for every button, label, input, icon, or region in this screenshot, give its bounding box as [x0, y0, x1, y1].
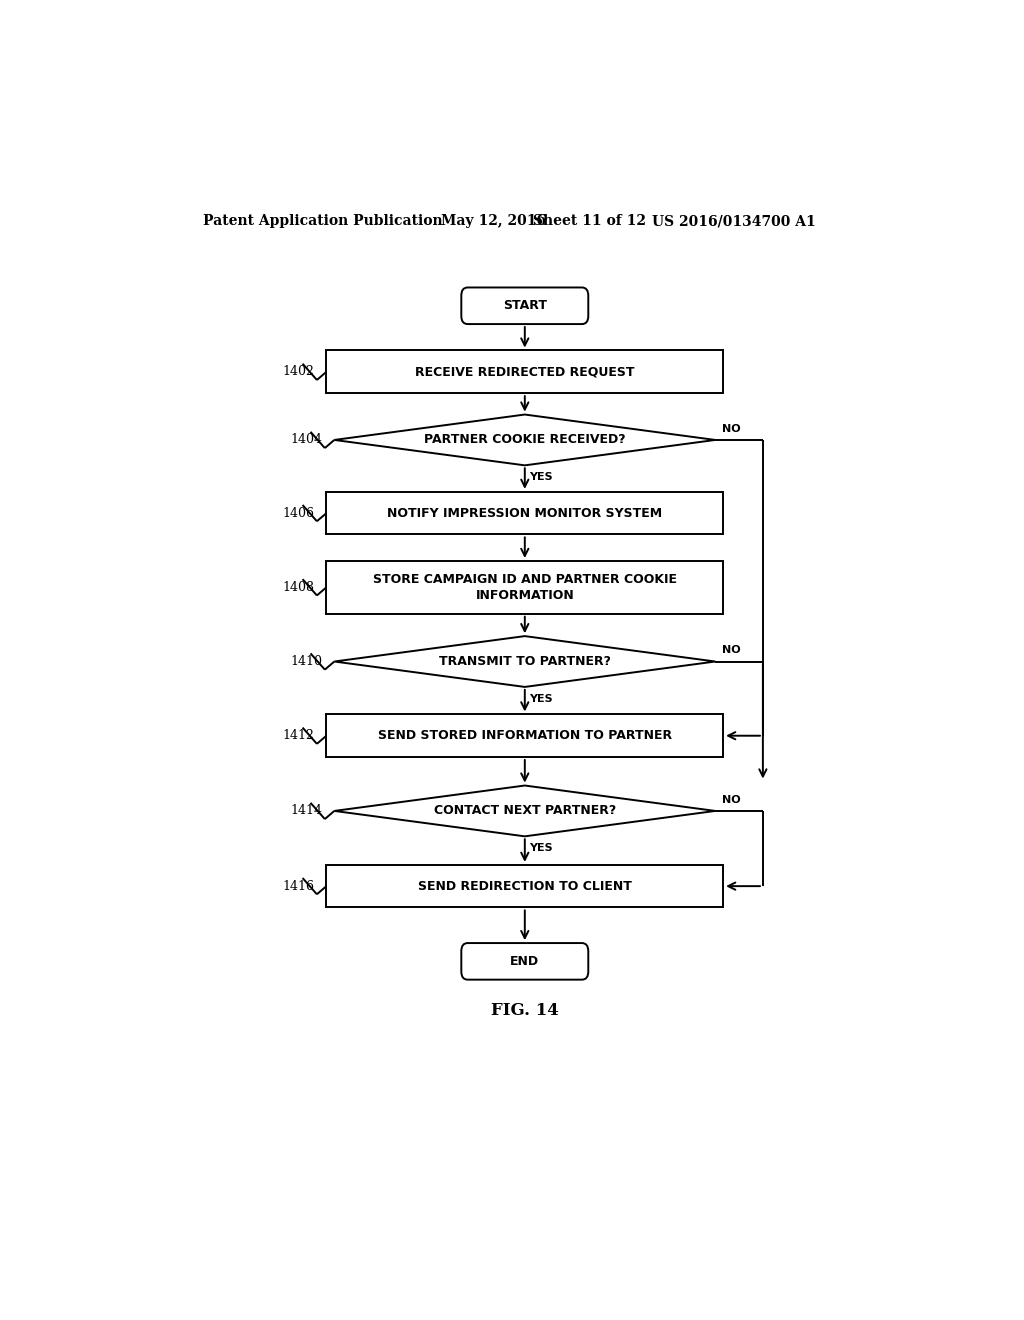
Text: 1404: 1404	[291, 433, 323, 446]
Text: START: START	[503, 300, 547, 313]
Text: 1416: 1416	[283, 879, 314, 892]
Bar	[327, 714, 723, 758]
Bar	[327, 561, 723, 614]
Text: END: END	[510, 954, 540, 968]
FancyBboxPatch shape	[461, 288, 588, 325]
Text: FIG. 14: FIG. 14	[490, 1002, 559, 1019]
Bar	[327, 865, 723, 907]
Text: 1412: 1412	[283, 729, 314, 742]
Text: Sheet 11 of 12: Sheet 11 of 12	[532, 214, 646, 228]
Bar	[327, 351, 723, 393]
Bar	[327, 492, 723, 535]
Text: May 12, 2016: May 12, 2016	[441, 214, 547, 228]
Text: US 2016/0134700 A1: US 2016/0134700 A1	[652, 214, 815, 228]
Text: NOTIFY IMPRESSION MONITOR SYSTEM: NOTIFY IMPRESSION MONITOR SYSTEM	[387, 507, 663, 520]
Text: NO: NO	[722, 424, 740, 434]
Text: STORE CAMPAIGN ID AND PARTNER COOKIE
INFORMATION: STORE CAMPAIGN ID AND PARTNER COOKIE INF…	[373, 573, 677, 602]
Text: 1410: 1410	[291, 655, 323, 668]
Polygon shape	[334, 785, 715, 837]
Text: 1402: 1402	[283, 366, 314, 379]
Text: SEND REDIRECTION TO CLIENT: SEND REDIRECTION TO CLIENT	[418, 879, 632, 892]
Text: PARTNER COOKIE RECEIVED?: PARTNER COOKIE RECEIVED?	[424, 433, 626, 446]
Text: SEND STORED INFORMATION TO PARTNER: SEND STORED INFORMATION TO PARTNER	[378, 729, 672, 742]
Text: YES: YES	[528, 843, 553, 854]
Text: RECEIVE REDIRECTED REQUEST: RECEIVE REDIRECTED REQUEST	[415, 366, 635, 379]
Text: Patent Application Publication: Patent Application Publication	[204, 214, 443, 228]
Text: YES: YES	[528, 473, 553, 483]
Text: CONTACT NEXT PARTNER?: CONTACT NEXT PARTNER?	[434, 804, 615, 817]
Text: 1408: 1408	[283, 581, 314, 594]
FancyBboxPatch shape	[461, 942, 588, 979]
Text: 1414: 1414	[291, 804, 323, 817]
Text: 1406: 1406	[283, 507, 314, 520]
Polygon shape	[334, 636, 715, 686]
Text: NO: NO	[722, 645, 740, 656]
Text: TRANSMIT TO PARTNER?: TRANSMIT TO PARTNER?	[439, 655, 610, 668]
Text: YES: YES	[528, 694, 553, 704]
Polygon shape	[334, 414, 715, 466]
Text: NO: NO	[722, 795, 740, 805]
